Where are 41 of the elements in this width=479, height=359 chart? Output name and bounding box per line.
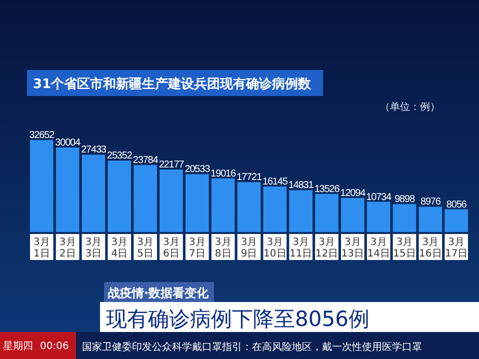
x-tick-label: 3月6日 <box>163 237 180 260</box>
data-label: 8056 <box>446 199 468 210</box>
data-label: 9898 <box>394 194 416 206</box>
x-tick-label: 3月17日 <box>444 237 468 260</box>
data-label: 13526 <box>314 184 340 195</box>
text: 国家卫健委印发公众科学戴口罩指引：在高风险地区，戴一次性使用医学口罩 <box>82 341 422 353</box>
text: 星期四 <box>3 340 33 352</box>
chart-title: 31个省区市和新疆生产建设兵团现有确诊病例数 <box>33 76 312 92</box>
x-tick-label: 3月5日 <box>137 237 154 260</box>
x-tick-label: 3月1日 <box>33 237 50 260</box>
data-label: 17721 <box>236 172 262 184</box>
x-tick-label: 3月16日 <box>419 237 442 260</box>
x-tick-label: 3月8日 <box>214 237 232 260</box>
data-label: 14831 <box>288 180 314 192</box>
data-label: 19016 <box>210 168 237 180</box>
text: 战疫情·数据看变化 <box>108 286 210 300</box>
text: 00:06 <box>40 341 69 352</box>
x-tick-label: 3月11日 <box>289 237 312 260</box>
x-tick-label: 3月2日 <box>59 237 76 260</box>
x-tick-label: 3月13日 <box>341 237 364 260</box>
x-tick-label: 3月14日 <box>367 237 390 260</box>
data-label: 30004 <box>55 137 82 148</box>
x-tick-label: 3月7日 <box>188 237 206 260</box>
data-label: 32652 <box>29 130 56 141</box>
data-label: 23784 <box>132 154 159 166</box>
data-label: 16145 <box>262 176 288 188</box>
text: 现有确诊病例下降至8056例 <box>106 307 370 331</box>
data-label: 10734 <box>366 192 392 203</box>
x-tick-label: 3月15日 <box>393 237 416 260</box>
data-label: 12094 <box>340 188 366 199</box>
x-tick-label: 3月3日 <box>85 237 102 260</box>
data-label: 22177 <box>158 160 185 171</box>
data-label: 20533 <box>184 164 211 176</box>
data-label: 27433 <box>81 144 107 156</box>
x-tick-label: 3月9日 <box>240 237 258 260</box>
text: （单位：例） <box>380 101 440 113</box>
x-tick-label: 3月4日 <box>111 237 128 260</box>
x-tick-label: 3月10日 <box>264 237 286 260</box>
x-tick-label: 3月12日 <box>315 237 338 260</box>
data-label: 8976 <box>420 196 442 208</box>
data-label: 25352 <box>107 150 133 162</box>
